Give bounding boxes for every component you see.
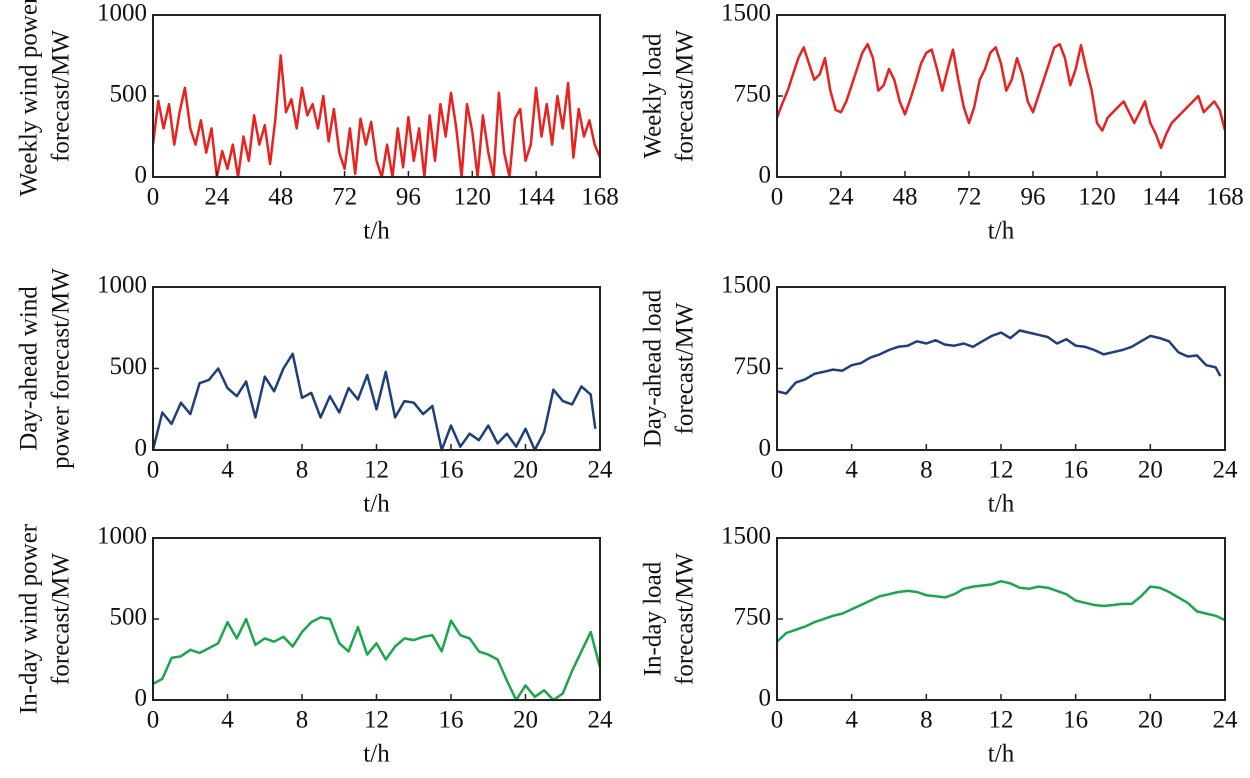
y-tick-label: 750 [734, 81, 772, 108]
data-line [775, 42, 1227, 150]
y-axis-label: forecast/MW [48, 30, 75, 162]
x-tick-label: 72 [332, 184, 357, 211]
x-tick-label: 4 [221, 707, 234, 734]
subplot: 0 500 1000 0 24 48 72 96 120 144 168 t/h Weekly wind… [16, 0, 619, 245]
y-axis-label: In-day wind power [16, 523, 43, 714]
y-tick-label: 500 [110, 604, 148, 631]
y-axis-label: In-day load [640, 561, 667, 676]
y-tick-label: 0 [759, 685, 772, 712]
y-tick-label: 1000 [97, 0, 147, 27]
x-tick-label: 0 [771, 707, 784, 734]
y-axis-label: Weekly load [640, 33, 667, 159]
x-tick-label: 4 [845, 457, 858, 484]
x-tick-label: 12 [364, 707, 389, 734]
x-tick-label: 120 [1078, 184, 1116, 211]
subplot: 0 500 1000 0 4 8 12 16 20 24 t/h Day-ahead wind powe… [16, 268, 613, 518]
y-axis-label: Day-ahead wind [16, 286, 43, 451]
plot-frame [152, 286, 601, 451]
subplot: 0 750 1500 0 4 8 12 16 20 24 t/h In-day load forecas… [640, 523, 1238, 768]
x-tick-label: 12 [989, 457, 1014, 484]
x-tick-label: 4 [221, 457, 234, 484]
x-tick-label: 16 [1063, 707, 1088, 734]
x-tick-label: 144 [517, 184, 555, 211]
x-tick-label: 0 [771, 184, 784, 211]
x-tick-label: 8 [296, 707, 309, 734]
y-tick-label: 500 [110, 353, 148, 380]
x-tick-label: 12 [364, 457, 389, 484]
x-tick-label: 168 [581, 184, 619, 211]
data-line [151, 54, 602, 179]
y-axis-label: forecast/MW [672, 302, 699, 434]
x-tick-label: 96 [1021, 184, 1046, 211]
x-tick-label: 8 [920, 707, 933, 734]
x-axis-label: t/h [363, 741, 390, 768]
x-tick-label: 24 [588, 457, 614, 484]
subplot: 0 750 1500 0 4 8 12 16 20 24 t/h Day-ahead load fore… [640, 272, 1238, 518]
x-tick-label: 96 [396, 184, 421, 211]
x-tick-label: 0 [147, 707, 160, 734]
y-tick-label: 500 [110, 81, 148, 108]
y-tick-label: 1500 [721, 523, 771, 550]
y-tick-label: 750 [734, 353, 772, 380]
y-tick-label: 750 [734, 604, 772, 631]
x-tick-label: 20 [513, 707, 538, 734]
plot-frame [152, 537, 601, 701]
x-tick-label: 8 [296, 457, 309, 484]
data-line [152, 616, 602, 702]
y-axis-label: Weekly wind power [16, 0, 43, 196]
y-tick-label: 1500 [721, 0, 771, 27]
plot-frame [776, 537, 1226, 701]
x-tick-label: 72 [957, 184, 982, 211]
y-tick-label: 1500 [721, 272, 771, 299]
y-axis-label: forecast/MW [48, 553, 75, 685]
x-axis-label: t/h [363, 491, 390, 518]
x-tick-label: 144 [1142, 184, 1180, 211]
data-line [776, 579, 1226, 643]
x-tick-label: 20 [513, 457, 538, 484]
y-tick-label: 0 [135, 435, 148, 462]
x-tick-label: 16 [439, 457, 464, 484]
x-tick-label: 0 [147, 184, 160, 211]
y-axis-label: forecast/MW [672, 553, 699, 685]
x-axis-label: t/h [363, 218, 390, 245]
subplot: 0 500 1000 0 4 8 12 16 20 24 t/h In-day wind power f… [16, 523, 613, 768]
x-tick-label: 4 [845, 707, 858, 734]
x-tick-label: 48 [893, 184, 918, 211]
y-tick-label: 0 [135, 162, 148, 189]
y-tick-label: 1000 [97, 523, 147, 550]
x-tick-label: 24 [829, 184, 855, 211]
x-tick-label: 0 [147, 457, 160, 484]
x-axis-label: t/h [988, 218, 1015, 245]
x-tick-label: 24 [204, 184, 230, 211]
y-axis-label: power forecast/MW [48, 268, 75, 469]
data-line [776, 329, 1222, 395]
x-tick-label: 24 [1213, 457, 1239, 484]
y-tick-label: 0 [135, 685, 148, 712]
x-tick-label: 48 [268, 184, 293, 211]
x-tick-label: 20 [1138, 707, 1163, 734]
x-tick-label: 24 [588, 707, 614, 734]
x-tick-label: 16 [439, 707, 464, 734]
x-tick-label: 120 [454, 184, 492, 211]
y-tick-label: 0 [759, 162, 772, 189]
x-tick-label: 0 [771, 457, 784, 484]
x-tick-label: 20 [1138, 457, 1163, 484]
x-axis-label: t/h [988, 491, 1015, 518]
y-axis-label: Day-ahead load [640, 289, 667, 447]
subplot: 0 750 1500 0 24 48 72 96 120 144 168 t/h Weekly load… [640, 0, 1244, 245]
x-tick-label: 24 [1213, 707, 1239, 734]
x-tick-label: 12 [989, 707, 1014, 734]
x-tick-label: 8 [920, 457, 933, 484]
plot-frame [776, 14, 1226, 178]
y-axis-label: forecast/MW [672, 30, 699, 162]
x-axis-label: t/h [988, 741, 1015, 768]
x-tick-label: 16 [1063, 457, 1088, 484]
y-tick-label: 0 [759, 435, 772, 462]
y-tick-label: 1000 [97, 272, 147, 299]
x-tick-label: 168 [1206, 184, 1244, 211]
data-line [151, 352, 597, 452]
